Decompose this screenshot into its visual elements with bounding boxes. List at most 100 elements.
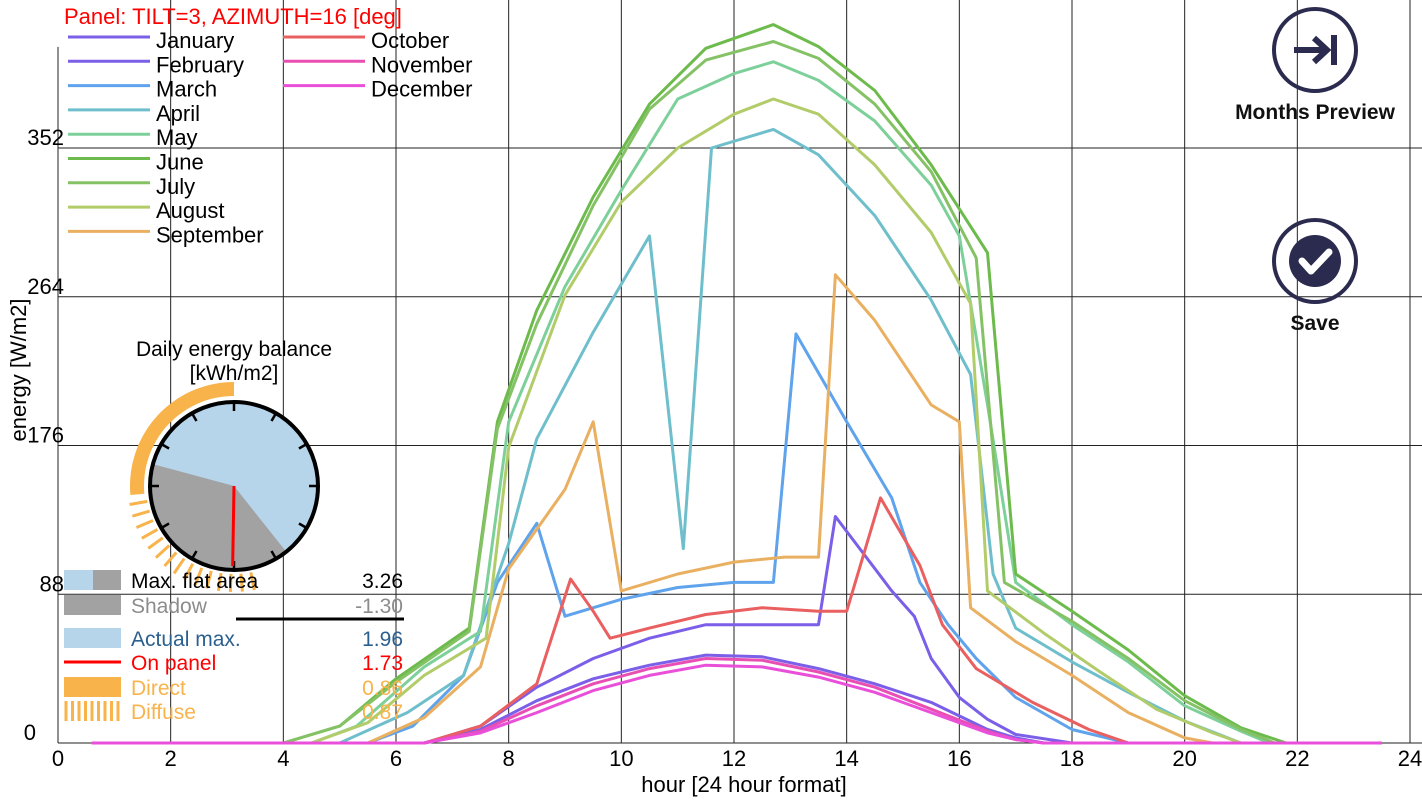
- save-button[interactable]: Save: [1252, 218, 1378, 336]
- x-tick-label: 6: [390, 746, 402, 771]
- save-label: Save: [1290, 312, 1340, 335]
- diffuse-tick: [141, 528, 159, 540]
- y-tick-label: 88: [40, 571, 64, 596]
- y-tick-label: 264: [27, 274, 64, 299]
- months-preview-label: Months Preview: [1235, 101, 1395, 124]
- energy-gauge: Daily energy balance [kWh/m2]: [129, 338, 332, 592]
- shadow-sector: [150, 464, 287, 570]
- gauge-tick: [160, 442, 170, 450]
- balance-label: On panel: [131, 652, 216, 675]
- x-tick-label: 18: [1060, 746, 1084, 771]
- swatch-flat: [64, 570, 93, 590]
- series-lines: [91, 23, 1382, 745]
- x-tick-label: 14: [834, 746, 858, 771]
- y-tick-label: 176: [27, 423, 64, 448]
- diffuse-tick: [228, 573, 233, 592]
- balance-value: 3.26: [362, 570, 403, 593]
- diffuse-tick: [131, 509, 151, 518]
- checkmark-icon: [1272, 218, 1358, 304]
- legend-label: June: [156, 150, 204, 175]
- balance-label: Diffuse: [131, 701, 196, 724]
- x-tick-label: 22: [1285, 746, 1309, 771]
- gauge-tick: [298, 522, 308, 530]
- x-tick-label: 12: [722, 746, 746, 771]
- swatch-actual: [64, 628, 121, 648]
- series-line-february: [91, 653, 1382, 745]
- balance-value: 1.96: [362, 628, 403, 651]
- x-tick-label: 8: [503, 746, 515, 771]
- diffuse-tick: [172, 557, 186, 575]
- y-tick-label: 352: [27, 125, 64, 150]
- balance-label: Direct: [131, 677, 186, 700]
- y-tick-label: 0: [24, 720, 36, 745]
- gauge-tick: [270, 550, 278, 560]
- series-line-november: [91, 657, 1382, 745]
- series-line-december: [91, 663, 1382, 745]
- balance-value: 0.87: [362, 701, 403, 724]
- on-panel-needle: [231, 485, 236, 567]
- series-line-may: [91, 60, 1382, 745]
- balance-label: Shadow: [131, 595, 208, 618]
- diffuse-tick: [135, 519, 154, 529]
- balance-label: Max. flat area: [131, 570, 259, 593]
- legend-label: December: [371, 77, 472, 102]
- gauge-unit: [kWh/m2]: [190, 362, 279, 385]
- diffuse-tick: [239, 573, 244, 592]
- series-line-january: [91, 515, 1382, 745]
- swatch-shadow: [93, 570, 121, 590]
- series-line-april: [91, 127, 1382, 745]
- x-tick-label: 24: [1398, 746, 1422, 771]
- legend-label: April: [156, 101, 200, 126]
- legend-label: May: [156, 125, 198, 150]
- legend: JanuaryFebruaryMarchAprilMayJuneJulyAugu…: [68, 28, 472, 247]
- balance-value: 0.86: [362, 677, 403, 700]
- skip-to-end-icon: [1272, 7, 1358, 93]
- swatch-direct: [64, 677, 121, 697]
- diffuse-tick: [129, 499, 148, 506]
- series-line-july: [91, 40, 1382, 745]
- months-preview-button[interactable]: Months Preview: [1233, 7, 1397, 125]
- series-line-october: [91, 496, 1382, 745]
- x-tick-label: 4: [277, 746, 289, 771]
- diffuse-tick: [147, 536, 164, 550]
- series-line-june: [91, 23, 1382, 745]
- legend-label: July: [156, 174, 195, 199]
- legend-label: September: [156, 222, 264, 247]
- series-line-september: [91, 273, 1382, 745]
- gauge-tick: [298, 442, 308, 450]
- gauge-tick: [270, 412, 278, 422]
- legend-label: October: [371, 28, 449, 53]
- diffuse-tick: [205, 570, 213, 589]
- gauge-tick: [160, 522, 170, 530]
- legend-label: August: [156, 198, 225, 223]
- diffuse-tick: [249, 572, 256, 591]
- diffuse-tick: [193, 567, 204, 586]
- balance-value: -1.30: [355, 595, 403, 618]
- gauge-tick: [190, 550, 198, 560]
- x-tick-label: 10: [609, 746, 633, 771]
- gauge-title: Daily energy balance: [136, 338, 332, 361]
- balance-value: 1.73: [362, 652, 403, 675]
- x-tick-label: 2: [165, 746, 177, 771]
- diffuse-tick: [154, 544, 171, 559]
- balance-label: Actual max.: [131, 628, 241, 651]
- flat-area-sector: [234, 402, 319, 554]
- swatch-shadow: [64, 595, 121, 615]
- direct-arc: [130, 382, 234, 496]
- balance-table: Max. flat area 3.26 Shadow -1.30 Actual max.…: [64, 570, 404, 724]
- x-tick-label: 16: [947, 746, 971, 771]
- legend-label: January: [156, 28, 234, 53]
- x-tick-label: 0: [52, 746, 64, 771]
- legend-label: February: [156, 52, 244, 77]
- gauge-tick: [190, 412, 198, 422]
- legend-label: November: [371, 52, 472, 77]
- grid: [57, 0, 1422, 744]
- diffuse-tick: [216, 572, 223, 592]
- x-tick-label: 20: [1172, 746, 1196, 771]
- diffuse-tick: [163, 551, 178, 568]
- legend-label: March: [156, 77, 217, 102]
- chart-title: Panel: TILT=3, AZIMUTH=16 [deg]: [64, 4, 402, 29]
- y-axis-label: energy [W/m2]: [6, 298, 31, 441]
